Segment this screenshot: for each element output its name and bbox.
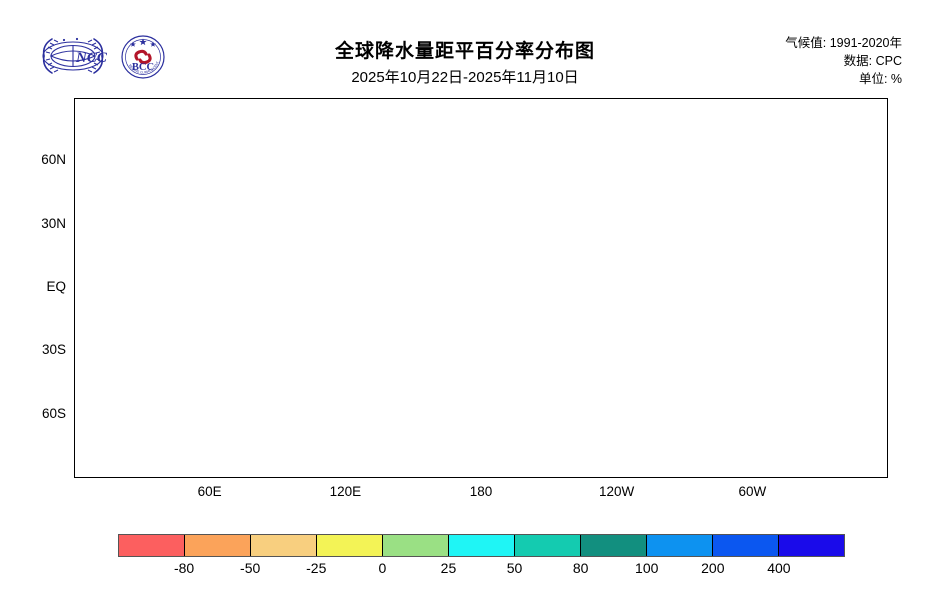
bcc-logo: BCC BEIJING CLIMATE CENTER xyxy=(117,30,168,81)
colorbar-tick-80: 80 xyxy=(572,560,589,576)
y-tick-60N: 60N xyxy=(41,152,66,168)
meta-block: 气候值: 1991-2020年 数据: CPC 单位: % xyxy=(785,34,902,88)
colorbar-band-6 xyxy=(515,535,581,556)
x-tick-120E: 120E xyxy=(329,484,362,499)
colorbar-tick--80: -80 xyxy=(173,560,195,576)
colorbar-tick-400: 400 xyxy=(767,560,791,576)
colorbar-band-1 xyxy=(185,535,251,556)
y-tick-30N: 30N xyxy=(41,215,66,231)
ncc-logo: NCC xyxy=(36,33,110,77)
precipitation-anomaly-map xyxy=(74,98,888,478)
colorbar-band-9 xyxy=(713,535,779,556)
y-tick-60S: 60S xyxy=(41,405,66,421)
meta-source: 数据: CPC xyxy=(843,54,902,68)
colorbar-tick-100: 100 xyxy=(635,560,659,576)
bcc-logo-text: BCC xyxy=(132,62,154,73)
colorbar-tick--25: -25 xyxy=(306,560,327,576)
colorbar-band-8 xyxy=(647,535,713,556)
page-subtitle: 2025年10月22日-2025年11月10日 xyxy=(351,69,579,86)
map-frame xyxy=(74,98,888,478)
colorbar xyxy=(118,534,845,557)
colorbar-band-7 xyxy=(581,535,647,556)
colorbar-band-4 xyxy=(383,535,449,556)
ncc-logo-text: NCC xyxy=(75,50,108,66)
colorbar-band-0 xyxy=(119,535,185,556)
meta-unit: 单位: % xyxy=(858,72,902,86)
colorbar-band-5 xyxy=(449,535,515,556)
colorbar-tick--50: -50 xyxy=(240,560,261,576)
colorbar-tick-25: 25 xyxy=(440,560,457,576)
meta-climatology: 气候值: 1991-2020年 xyxy=(785,36,902,50)
colorbar-band-3 xyxy=(317,535,383,556)
x-tick-180: 180 xyxy=(469,484,493,499)
y-tick-30S: 30S xyxy=(41,342,66,358)
colorbar-band-10 xyxy=(779,535,844,556)
colorbar-tick-200: 200 xyxy=(701,560,725,576)
colorbar-tick-50: 50 xyxy=(506,560,523,576)
x-tick-120W: 120W xyxy=(599,484,635,499)
colorbar-tick-0: 0 xyxy=(378,560,387,576)
x-tick-60E: 60E xyxy=(197,484,222,499)
page-title: 全球降水量距平百分率分布图 xyxy=(334,41,595,62)
colorbar-band-2 xyxy=(251,535,317,556)
y-tick-EQ: EQ xyxy=(46,279,66,294)
x-tick-60W: 60W xyxy=(738,484,767,499)
